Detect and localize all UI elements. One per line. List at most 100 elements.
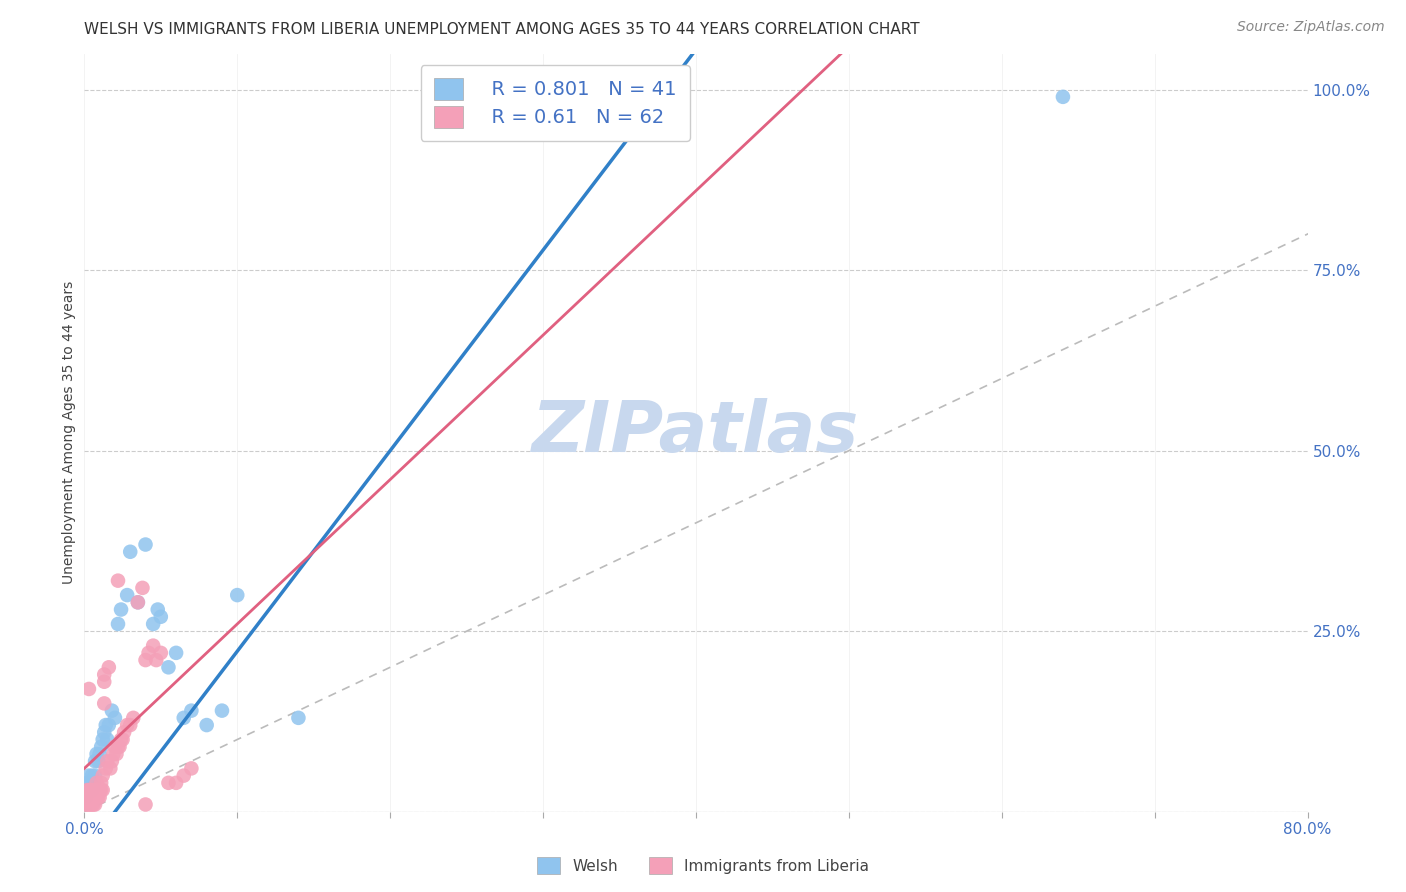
Point (77, 790, 100, 805)
Point (76, 790, 98, 805)
Point (101, 754, 124, 768)
Point (165, 646, 187, 660)
Point (91, 783, 114, 797)
Point (89, 790, 111, 805)
Point (93, 725, 115, 739)
Point (76, 783, 98, 797)
Point (157, 660, 180, 674)
Point (127, 595, 149, 609)
Point (180, 761, 202, 775)
Point (80, 790, 103, 805)
Text: WELSH VS IMMIGRANTS FROM LIBERIA UNEMPLOYMENT AMONG AGES 35 TO 44 YEARS CORRELAT: WELSH VS IMMIGRANTS FROM LIBERIA UNEMPLO… (84, 22, 920, 37)
Point (87, 783, 110, 797)
Point (287, 711, 309, 725)
Point (104, 739, 127, 754)
Point (195, 718, 218, 732)
Point (135, 537, 157, 551)
Legend: Welsh, Immigrants from Liberia: Welsh, Immigrants from Liberia (531, 851, 875, 880)
Point (110, 602, 132, 616)
Point (1052, 90, 1074, 104)
Point (94, 761, 117, 775)
Point (90, 739, 112, 754)
Point (105, 747, 128, 761)
Point (93, 667, 115, 681)
Point (89, 747, 111, 761)
Point (96, 754, 118, 768)
Point (120, 718, 142, 732)
Point (142, 617, 165, 632)
Point (146, 602, 169, 616)
Point (83, 797, 105, 812)
Point (75, 790, 97, 805)
Point (142, 639, 165, 653)
Point (96, 732, 118, 747)
Point (93, 697, 115, 711)
Point (180, 704, 202, 718)
Point (83, 783, 105, 797)
Point (86, 790, 108, 805)
Point (75, 790, 97, 805)
Point (83, 790, 105, 805)
Point (79, 776, 101, 790)
Point (79, 790, 101, 805)
Point (84, 769, 107, 783)
Point (77, 797, 100, 812)
Point (84, 797, 107, 812)
Point (79, 783, 101, 797)
Point (77, 769, 100, 783)
Point (101, 704, 124, 718)
Point (80, 769, 103, 783)
Point (173, 711, 195, 725)
Point (112, 725, 135, 739)
Point (145, 653, 167, 667)
Point (127, 595, 149, 609)
Point (77, 783, 100, 797)
Point (104, 711, 127, 725)
Point (97, 718, 120, 732)
Point (138, 646, 160, 660)
Point (94, 718, 117, 732)
Point (135, 653, 157, 667)
Point (86, 747, 108, 761)
Point (75, 797, 97, 812)
Point (108, 739, 131, 754)
Point (115, 588, 138, 602)
Point (107, 574, 129, 588)
Point (103, 747, 125, 761)
Point (211, 704, 233, 718)
Point (87, 790, 110, 805)
Point (80, 783, 103, 797)
Point (149, 609, 172, 624)
Point (89, 783, 111, 797)
Point (111, 732, 134, 747)
Point (107, 617, 129, 632)
Point (135, 797, 157, 812)
Point (86, 776, 108, 790)
Point (83, 776, 105, 790)
Legend:   R = 0.801   N = 41,   R = 0.61   N = 62: R = 0.801 N = 41, R = 0.61 N = 62 (420, 65, 690, 141)
Point (84, 790, 107, 805)
Point (107, 739, 129, 754)
Point (226, 588, 249, 602)
Point (131, 581, 153, 595)
Text: ZIPatlas: ZIPatlas (533, 398, 859, 467)
Point (86, 783, 108, 797)
Point (77, 681, 100, 696)
Point (79, 797, 101, 812)
Point (84, 754, 107, 768)
Point (157, 776, 180, 790)
Y-axis label: Unemployment Among Ages 35 to 44 years: Unemployment Among Ages 35 to 44 years (62, 281, 76, 584)
Point (87, 754, 110, 768)
Point (91, 769, 114, 783)
Point (76, 783, 98, 797)
Point (149, 646, 172, 660)
Point (115, 718, 138, 732)
Point (77, 783, 100, 797)
Point (98, 761, 121, 775)
Point (90, 783, 112, 797)
Point (97, 660, 120, 674)
Point (91, 732, 114, 747)
Point (76, 797, 98, 812)
Point (110, 732, 132, 747)
Point (638, 90, 661, 104)
